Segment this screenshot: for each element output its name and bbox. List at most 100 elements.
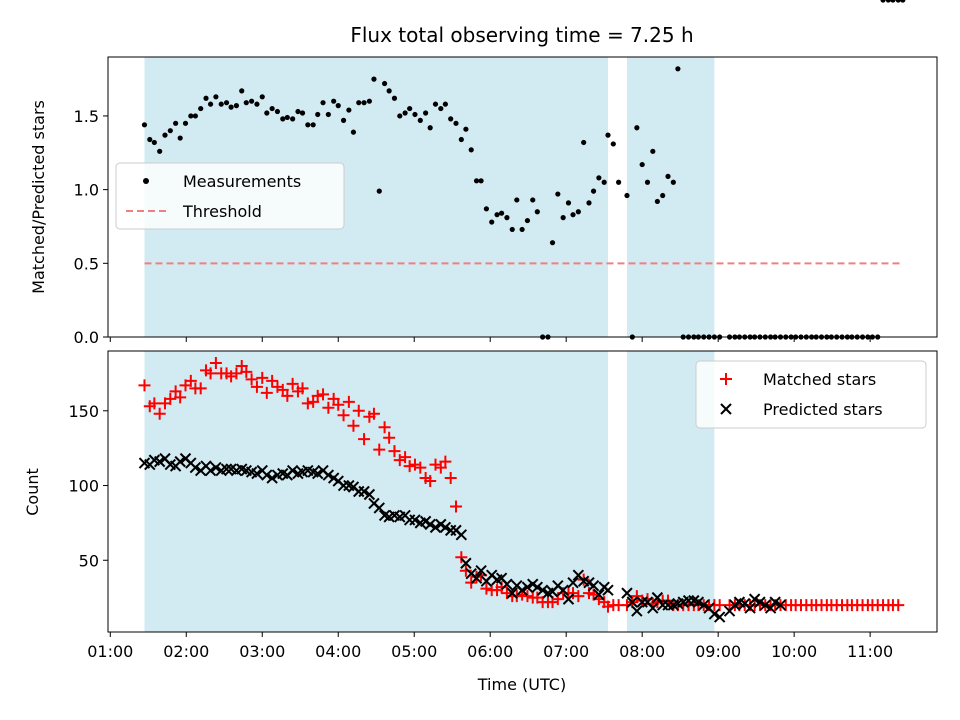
measurement-point xyxy=(509,226,515,233)
predicted-star-marker xyxy=(713,611,726,623)
measurement-point xyxy=(239,88,245,94)
predicted-star-marker xyxy=(460,557,472,569)
matched-star-marker xyxy=(225,370,238,383)
bottom-y-axis-label: Count xyxy=(23,468,42,516)
predicted-star-marker xyxy=(204,464,217,477)
predicted-star-marker xyxy=(501,578,513,590)
measurement-point xyxy=(432,101,439,107)
matched-star-marker xyxy=(245,373,258,386)
measurement-point xyxy=(151,139,157,146)
predicted-star-marker xyxy=(593,588,605,601)
measurement-point xyxy=(489,219,495,225)
matched-star-marker xyxy=(378,421,391,434)
measurement-point xyxy=(519,226,525,233)
matched-star-marker xyxy=(567,587,580,600)
measurement-point xyxy=(269,105,275,112)
measurement-point xyxy=(463,126,469,132)
matched-star-marker xyxy=(601,600,614,613)
measurement-point xyxy=(397,113,403,119)
matched-star-marker xyxy=(184,374,197,387)
predicted-star-marker xyxy=(748,593,761,605)
bottom-plot-frame xyxy=(107,350,938,633)
matched-star-marker xyxy=(388,445,401,458)
x-tick-label: 06:00 xyxy=(467,642,513,661)
measurement-point xyxy=(361,100,367,106)
observing-window-1 xyxy=(144,351,608,632)
matched-star-marker xyxy=(439,455,452,468)
matched-star-marker xyxy=(342,395,355,408)
x-tick-label: 03:00 xyxy=(239,642,285,661)
measurement-point xyxy=(335,103,341,109)
measurement-point xyxy=(284,114,290,121)
predicted-star-marker xyxy=(439,521,452,534)
predicted-star-marker xyxy=(692,596,705,608)
measurement-point xyxy=(381,80,388,87)
observing-window-2 xyxy=(626,57,715,337)
predicted-star-marker xyxy=(286,464,299,477)
measurement-point xyxy=(157,148,163,154)
measurement-point xyxy=(448,116,454,122)
measurement-point xyxy=(644,179,651,185)
predicted-star-markers xyxy=(138,452,787,623)
predicted-star-marker xyxy=(153,455,166,468)
measurement-point xyxy=(233,103,240,109)
matched-star-marker xyxy=(393,454,406,467)
predicted-star-marker xyxy=(174,455,186,468)
matched-star-marker xyxy=(260,386,273,399)
predicted-star-marker xyxy=(506,587,518,599)
matched-star-marker xyxy=(286,377,299,390)
measurement-point xyxy=(340,117,347,123)
measurement-point xyxy=(524,217,531,224)
x-tick-label: 10:00 xyxy=(771,642,817,661)
measurement-point xyxy=(504,215,510,221)
measurement-point xyxy=(605,132,611,138)
measurement-point xyxy=(325,111,331,118)
y-tick-label: 1.0 xyxy=(74,181,99,200)
matched-star-marker xyxy=(358,433,371,446)
measurement-point xyxy=(458,136,464,143)
measurement-point xyxy=(575,209,581,215)
matched-star-marker xyxy=(892,599,905,612)
measurement-point xyxy=(586,200,592,206)
predicted-star-marker xyxy=(647,602,659,614)
predicted-star-marker xyxy=(631,605,643,617)
predicted-star-marker xyxy=(557,584,569,596)
matched-star-markers xyxy=(138,357,905,613)
chart-title: Flux total observing time = 7.25 h xyxy=(350,23,693,47)
matched-star-marker xyxy=(424,475,437,488)
measurement-point xyxy=(610,141,616,147)
measurement-point xyxy=(299,110,306,116)
measurement-point xyxy=(386,88,392,94)
measurement-point xyxy=(660,192,666,199)
measurement-point xyxy=(639,161,645,168)
measurement-point xyxy=(310,122,316,128)
legend-measurements-marker xyxy=(143,178,149,184)
y-tick-label: 150 xyxy=(68,402,99,421)
measurement-point xyxy=(565,200,572,206)
measurement-point xyxy=(254,101,260,107)
measurement-point xyxy=(331,98,337,104)
measurement-point xyxy=(167,128,173,134)
measurement-point xyxy=(356,100,362,106)
x-tick-label: 05:00 xyxy=(391,642,437,661)
matched-star-marker xyxy=(510,590,523,603)
matched-star-marker xyxy=(250,380,263,393)
predicted-star-marker xyxy=(562,593,575,605)
measurement-point xyxy=(514,197,520,203)
measurement-point xyxy=(218,101,224,107)
matched-star-marker xyxy=(551,593,564,606)
predicted-star-marker xyxy=(516,584,528,596)
measurement-point xyxy=(162,132,168,138)
measurement-point xyxy=(570,212,576,218)
matched-star-marker xyxy=(266,374,279,387)
y-tick-label: 1.5 xyxy=(74,107,99,126)
measurement-point xyxy=(305,122,311,128)
legend-predicted-label: Predicted stars xyxy=(763,400,883,419)
measurement-point xyxy=(188,113,194,119)
predicted-star-marker xyxy=(744,602,756,614)
predicted-star-marker xyxy=(626,596,639,608)
matched-star-marker xyxy=(399,451,412,464)
matched-star-marker xyxy=(311,389,324,402)
predicted-star-marker xyxy=(429,521,442,534)
predicted-star-marker xyxy=(322,469,335,481)
